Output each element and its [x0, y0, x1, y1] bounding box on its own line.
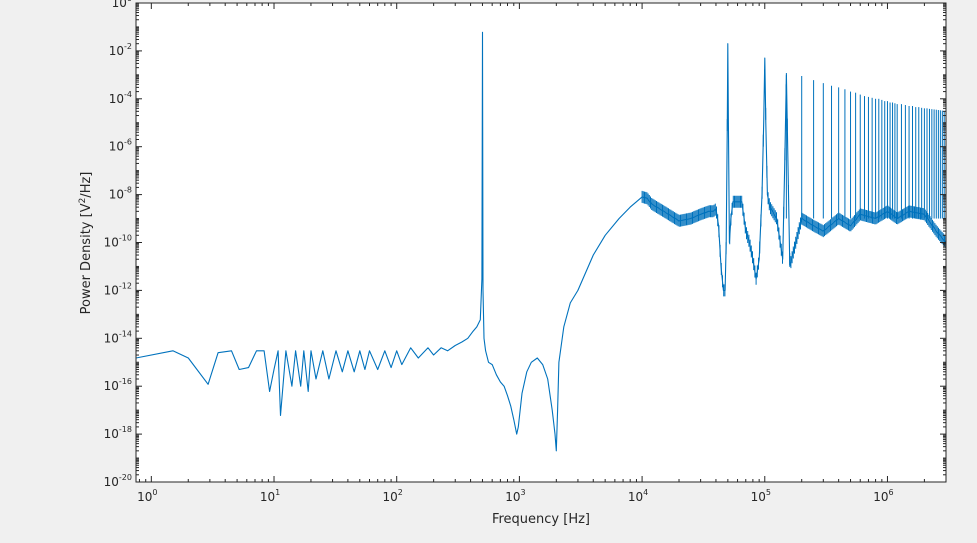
y-tick-base: 10 [104, 283, 119, 297]
plot-area [136, 3, 946, 482]
x-tick-label: 105 [751, 488, 771, 504]
x-tick-base: 10 [873, 490, 888, 504]
x-tick-label: 103 [505, 488, 525, 504]
x-tick-base: 10 [383, 490, 398, 504]
x-tick-exponent: 4 [643, 488, 648, 497]
x-tick-base: 10 [505, 490, 520, 504]
y-tick-base: 10 [109, 44, 124, 58]
x-tick-exponent: 2 [398, 488, 403, 497]
y-tick-base: 10 [104, 331, 119, 345]
y-tick-base: 10 [104, 379, 119, 393]
x-tick-label: 106 [873, 488, 893, 504]
y-tick-label: 10-2 [109, 42, 132, 58]
x-axis-label: Frequency [Hz] [492, 512, 590, 527]
y-tick-label: 10-6 [109, 138, 132, 154]
y-tick-label: 10-16 [104, 377, 132, 393]
data-layer [135, 31, 947, 452]
tick-labels: 10010110210310410510610010-210-410-610-8… [104, 0, 894, 504]
y-axis-label: Power Density [V2/Hz] [78, 172, 94, 315]
x-tick-exponent: 6 [889, 488, 894, 497]
axes-box [135, 2, 947, 483]
y-tick-exponent: -12 [119, 281, 132, 290]
x-tick-exponent: 3 [520, 488, 525, 497]
y-tick-exponent: -14 [119, 329, 132, 338]
y-tick-label: 10-8 [109, 186, 132, 202]
x-tick-label: 104 [628, 488, 648, 504]
y-tick-base: 10 [109, 140, 124, 154]
x-tick-base: 10 [751, 490, 766, 504]
y-tick-exponent: -16 [119, 377, 132, 386]
x-tick-base: 10 [137, 490, 152, 504]
x-tick-label: 102 [383, 488, 403, 504]
y-tick-exponent: -10 [119, 234, 132, 243]
y-tick-base: 10 [104, 427, 119, 441]
y-tick-base: 10 [109, 188, 124, 202]
x-tick-label: 100 [137, 488, 157, 504]
y-tick-exponent: -4 [124, 90, 132, 99]
y-tick-label: 10-14 [104, 329, 132, 345]
y-tick-label: 10-18 [104, 425, 132, 441]
x-tick-exponent: 0 [152, 488, 157, 497]
y-tick-label: 10-10 [104, 234, 132, 250]
y-tick-exponent: -8 [124, 186, 132, 195]
y-tick-exponent: -6 [124, 138, 132, 147]
y-tick-label: 10-20 [104, 473, 132, 489]
y-tick-label: 100 [112, 0, 132, 10]
x-tick-base: 10 [260, 490, 275, 504]
x-tick-exponent: 5 [766, 488, 771, 497]
y-tick-base: 10 [104, 236, 119, 250]
y-tick-exponent: -20 [119, 473, 132, 482]
y-tick-exponent: 0 [127, 0, 132, 3]
y-tick-base: 10 [104, 475, 119, 489]
x-tick-base: 10 [628, 490, 643, 504]
y-axis-label-main: Power Density [V [79, 203, 94, 314]
x-tick-label: 101 [260, 488, 280, 504]
x-tick-exponent: 1 [275, 488, 280, 497]
y-axis-label-unit: /Hz] [79, 172, 94, 198]
y-tick-base: 10 [109, 92, 124, 106]
y-tick-label: 10-4 [109, 90, 132, 106]
series-line-0 [135, 31, 947, 452]
y-tick-base: 10 [112, 0, 127, 10]
y-tick-exponent: -2 [124, 42, 132, 51]
y-tick-label: 10-12 [104, 281, 132, 297]
y-axis-label-superscript: 2 [78, 198, 88, 204]
y-tick-exponent: -18 [119, 425, 132, 434]
